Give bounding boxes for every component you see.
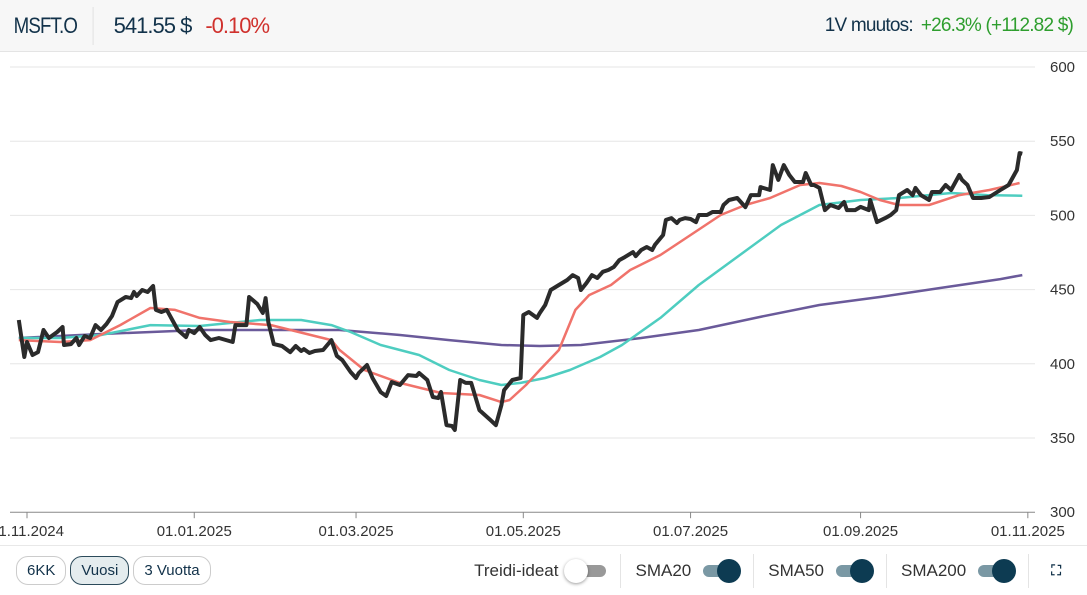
year-change: 1V muutos: +26.3% (+112.82 $) [824, 0, 1074, 52]
y-tick-label: 500 [1050, 207, 1075, 224]
toggle-switch[interactable] [703, 558, 742, 583]
year-change-label: 1V muutos: [824, 15, 914, 36]
range-selector: 6KK Vuosi 3 Vuotta [12, 556, 211, 585]
series-line-sma20 [18, 181, 1020, 404]
toggle-sma200[interactable]: SMA200 [887, 553, 1030, 588]
x-tick-label: 01.09.2025 [823, 523, 898, 540]
y-tick-label: 550 [1050, 133, 1075, 150]
y-tick-label: 600 [1050, 59, 1075, 76]
price-chart[interactable]: 300 350 400 450 500 550 600 01.11.2024 01.01.202… [0, 52, 1087, 545]
x-tick-label: 01.11.2025 [991, 523, 1065, 540]
day-change: -0.10% [205, 12, 270, 38]
y-tick-label: 450 [1050, 282, 1075, 299]
toggle-sma20[interactable]: SMA20 [621, 553, 755, 588]
toggle-switch[interactable] [564, 558, 607, 583]
last-price: 541.55 $ [113, 12, 193, 38]
x-tick-label: 01.05.2025 [486, 523, 561, 540]
toggle-sma50[interactable]: SMA50 [754, 553, 887, 588]
toggle-label: Treidi-ideat [474, 560, 559, 580]
range-6kk-button[interactable]: 6KK [16, 556, 67, 585]
x-tick-label: 01.03.2025 [319, 523, 394, 540]
y-tick-label: 300 [1050, 504, 1075, 521]
y-tick-label: 350 [1050, 430, 1075, 447]
toggle-switch[interactable] [835, 558, 874, 583]
ticker-symbol: MSFT.O [0, 6, 94, 45]
quote-header: MSFT.O 541.55 $ -0.10% 1V muutos: +26.3%… [0, 0, 1087, 52]
fullscreen-icon[interactable]: ⛶ [1051, 562, 1061, 578]
year-change-value: +26.3% (+112.82 $) [920, 15, 1074, 36]
y-tick-label: 400 [1050, 356, 1075, 373]
x-tick-label: 01.01.2025 [157, 523, 232, 540]
toggle-label: SMA50 [768, 560, 824, 580]
x-tick-label: 01.07.2025 [653, 523, 728, 540]
toggle-treidi-ideat[interactable]: Treidi-ideat [460, 553, 622, 588]
series-line-price [16, 151, 1023, 432]
toggle-switch[interactable] [978, 558, 1017, 583]
chart-controls: 6KK Vuosi 3 Vuotta Treidi-ideat SMA20 SM… [0, 545, 1087, 595]
toggle-label: SMA200 [900, 560, 967, 580]
range-3-vuotta-button[interactable]: 3 Vuotta [133, 556, 211, 585]
x-tick-label: 01.11.2024 [0, 523, 64, 540]
range-vuosi-button[interactable]: Vuosi [70, 556, 130, 585]
toggle-label: SMA20 [635, 560, 692, 580]
